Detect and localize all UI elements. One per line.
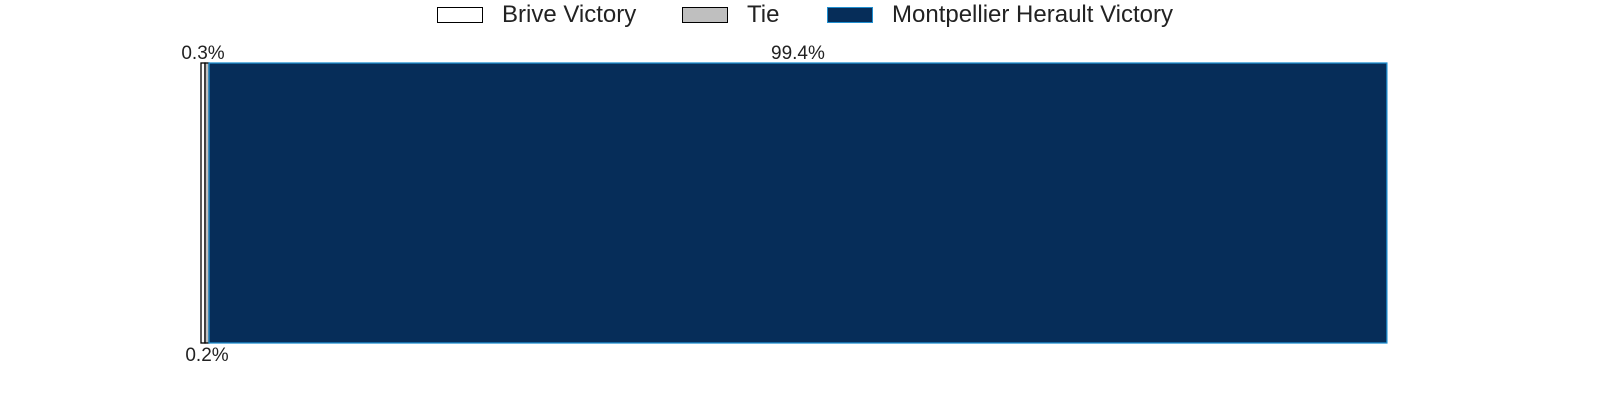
value-label-brive-victory: 0.3% [181, 43, 224, 64]
legend-label-brive-victory: Brive Victory [502, 1, 637, 28]
legend-item-brive-victory: Brive Victory [437, 0, 636, 30]
legend-swatch-tie [682, 7, 728, 23]
legend-label-tie: Tie [747, 1, 780, 28]
legend-item-montpellier-victory: Montpellier Herault Victory [827, 0, 1173, 30]
chart-legend: Brive Victory Tie Montpellier Herault Vi… [0, 0, 1600, 30]
value-label-tie: 0.2% [185, 345, 228, 366]
legend-swatch-montpellier-victory [827, 7, 873, 23]
legend-label-montpellier-victory: Montpellier Herault Victory [892, 1, 1174, 28]
value-label-montpellier-herault-victory: 99.4% [771, 43, 825, 64]
legend-item-tie: Tie [682, 0, 779, 30]
legend-swatch-brive-victory [437, 7, 483, 23]
bar-segment-montpellier-herault-victory [208, 62, 1388, 344]
